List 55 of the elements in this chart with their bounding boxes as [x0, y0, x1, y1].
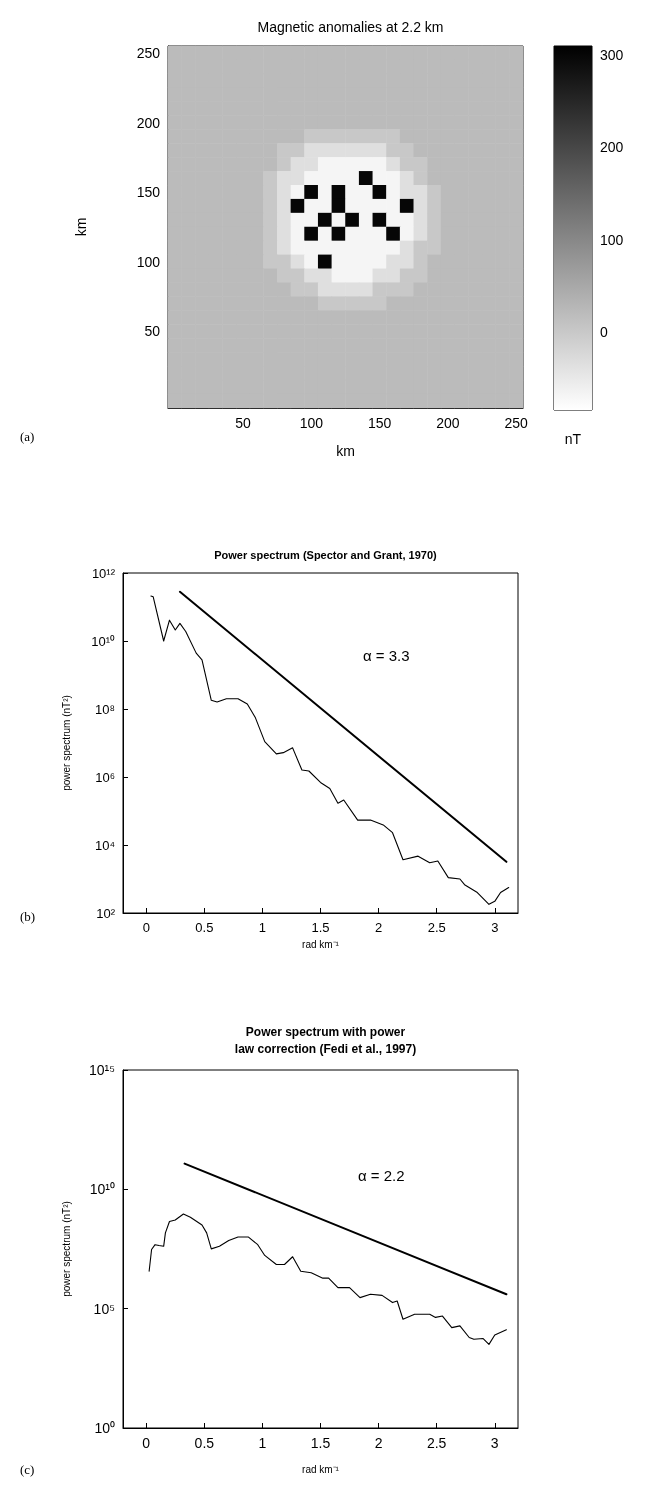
- y-tick-label: 10⁸: [95, 701, 115, 717]
- x-tick-label: 100: [299, 415, 324, 431]
- x-tick-label: 3: [490, 1435, 499, 1451]
- x-tick-label: 3: [491, 920, 499, 935]
- y-axis-title: km: [73, 217, 89, 237]
- text: (b): [20, 909, 36, 924]
- y-tick-label: 10⁴: [94, 837, 115, 853]
- y-tick-label: 150: [136, 184, 161, 201]
- y-axis-title: power spectrum (nT²): [60, 1201, 72, 1297]
- y-tick-label: 50: [144, 323, 161, 340]
- y-tick-label: 250: [136, 44, 161, 61]
- x-tick-label: 1: [258, 1435, 267, 1451]
- text: (c): [20, 1462, 35, 1477]
- chart-title: Power spectrum (Spector and Grant, 1970): [214, 549, 438, 561]
- x-tick-label: 2.5: [427, 920, 446, 935]
- x-tick-label: 1.5: [310, 1435, 331, 1451]
- line-series: [148, 1213, 507, 1345]
- color-bar-label: 100: [600, 231, 624, 248]
- text: (a): [20, 429, 35, 444]
- x-tick-label: 150: [367, 415, 392, 431]
- y-axis-title: power spectrum (nT²): [60, 695, 72, 791]
- x-tick-label: 0: [142, 920, 150, 935]
- x-tick-label: 2: [374, 1435, 383, 1451]
- x-tick-label: 250: [504, 415, 529, 431]
- y-tick-label: 10¹⁰: [89, 1181, 115, 1198]
- x-tick-label: 0: [142, 1435, 151, 1451]
- y-tick-label: 10¹²: [91, 565, 116, 581]
- x-tick-label: 1: [258, 920, 267, 935]
- chart-title: Power spectrum with power law correction (Fedi et al., 1997): [234, 1024, 417, 1056]
- y-tick-label: 100: [136, 253, 161, 270]
- annotation: α = 2.2: [358, 1167, 405, 1184]
- color-bar-label: 200: [600, 139, 624, 156]
- x-tick-label: 0.5: [195, 920, 214, 935]
- x-axis-title: km: [336, 443, 355, 459]
- y-tick-label: 200: [136, 114, 161, 131]
- y-tick-label: 10⁵: [93, 1300, 115, 1317]
- line-series: [150, 595, 510, 905]
- y-tick-label: 10⁰: [94, 1420, 115, 1436]
- y-tick-label: 10²: [96, 905, 116, 921]
- y-tick-label: 10¹⁰: [91, 633, 115, 649]
- x-tick-label: 2.5: [426, 1435, 447, 1451]
- x-axis-title: rad km⁻¹: [302, 1463, 340, 1475]
- x-tick-label: 50: [235, 415, 252, 431]
- x-tick-label: 0.5: [194, 1435, 215, 1451]
- y-tick-label: 10⁶: [95, 769, 115, 785]
- color-bar-label: 0: [600, 323, 608, 340]
- x-tick-label: 2: [374, 920, 383, 935]
- y-tick-label: 10¹⁵: [88, 1062, 115, 1078]
- chart-title: Magnetic anomalies at 2.2 km: [257, 18, 444, 35]
- annotation: α = 3.3: [363, 647, 410, 664]
- x-axis-title: rad km⁻¹: [302, 938, 340, 950]
- x-tick-label: 1.5: [311, 920, 330, 935]
- color-bar-title: nT: [564, 431, 582, 447]
- color-bar-label: 300: [600, 47, 624, 64]
- x-tick-label: 200: [436, 415, 460, 431]
